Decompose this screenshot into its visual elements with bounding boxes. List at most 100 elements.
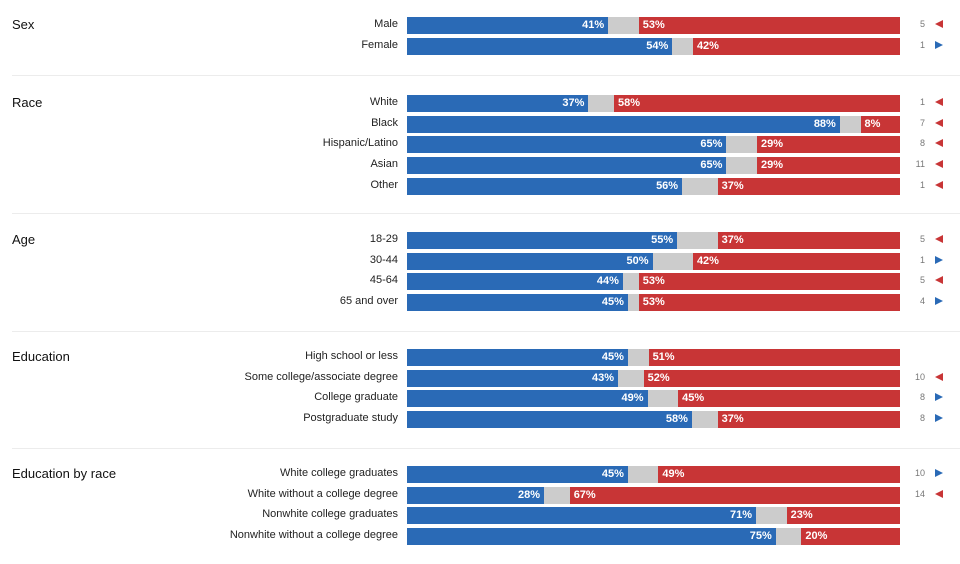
- bar-row: Nonwhite college graduates 71% 23%: [0, 507, 960, 525]
- rep-value-label: 37%: [721, 413, 744, 426]
- dem-value-label: 28%: [518, 488, 541, 501]
- shift-value: 11: [915, 159, 925, 170]
- stacked-bar: 56% 37%: [407, 177, 900, 195]
- stacked-bar: 50% 42%: [407, 252, 900, 270]
- rep-value-label: 67%: [573, 488, 596, 501]
- row-label: White: [369, 96, 398, 108]
- bar-segment-dem: [407, 177, 683, 195]
- triangle-right-icon: [935, 297, 943, 306]
- stacked-bar: 43% 52%: [407, 369, 900, 387]
- bar-segment-other: [683, 177, 717, 195]
- shift-value: 8: [919, 413, 925, 424]
- shift-value: 1: [919, 179, 925, 190]
- section-title: Race: [12, 95, 43, 110]
- bar-segment-rep: [717, 177, 900, 195]
- bar-segment-other: [628, 349, 648, 366]
- bar-segment-rep: [643, 369, 900, 387]
- bar-segment-dem: [407, 507, 757, 525]
- row-label: White without a college degree: [247, 487, 398, 500]
- shift-value: 8: [919, 392, 925, 403]
- dem-value-label: 49%: [621, 392, 644, 405]
- dem-value-label: 88%: [813, 117, 836, 130]
- bar-segment-dem: [407, 369, 618, 387]
- bar-segment-other: [673, 37, 692, 55]
- bar-row: 30-44 50% 42% 1: [0, 252, 960, 270]
- triangle-left-icon: [935, 276, 943, 285]
- row-label: 45-64: [369, 274, 398, 287]
- stacked-bar: 55% 37%: [407, 232, 900, 249]
- stacked-bar: 37% 58%: [407, 95, 900, 112]
- bar-segment-other: [653, 252, 692, 270]
- shift-value: 5: [919, 234, 925, 244]
- bar-segment-rep: [648, 349, 900, 366]
- bar-row: Asian 65% 29% 11: [0, 157, 960, 175]
- bar-row: Male 41% 53% 5: [0, 17, 960, 34]
- triangle-left-icon: [935, 372, 943, 381]
- shift-value: 7: [919, 117, 925, 128]
- shift-value: 1: [919, 254, 925, 265]
- triangle-left-icon: [935, 235, 943, 243]
- shift-value: 4: [919, 296, 925, 307]
- triangle-left-icon: [935, 139, 943, 148]
- rep-value-label: 8%: [864, 117, 881, 130]
- triangle-right-icon: [935, 414, 943, 423]
- stacked-bar: 49% 45%: [407, 390, 900, 408]
- dem-value-label: 65%: [700, 138, 723, 151]
- rep-value-label: 51%: [652, 351, 675, 363]
- bar-row: High school or less 45% 51%: [0, 349, 960, 366]
- bar-row: Black 88% 8% 7: [0, 115, 960, 133]
- section-divider: [12, 213, 960, 214]
- dem-value-label: 65%: [700, 159, 723, 172]
- shift-value: 1: [919, 39, 925, 50]
- dem-value-label: 56%: [656, 179, 679, 192]
- section-divider: [12, 331, 960, 332]
- triangle-left-icon: [935, 118, 943, 127]
- bar-segment-rep: [717, 232, 900, 249]
- bar-segment-other: [727, 157, 757, 175]
- bar-segment-dem: [407, 466, 628, 483]
- section-title: Age: [12, 232, 36, 247]
- shift-value: 1: [919, 97, 925, 107]
- row-label: 18-29: [369, 233, 398, 245]
- bar-segment-dem: [407, 136, 727, 154]
- row-label: Black: [371, 116, 398, 129]
- stacked-bar: 45% 49%: [407, 466, 900, 483]
- dem-value-label: 54%: [646, 39, 669, 52]
- rep-value-label: 42%: [696, 39, 719, 52]
- bar-segment-dem: [407, 349, 628, 366]
- bar-segment-other: [609, 17, 638, 34]
- triangle-left-icon: [935, 160, 943, 169]
- dem-value-label: 50%: [626, 254, 649, 267]
- section-divider: [12, 448, 960, 449]
- bar-segment-other: [757, 507, 786, 525]
- bar-segment-dem: [407, 390, 648, 408]
- triangle-right-icon: [935, 469, 943, 477]
- bar-row: White without a college degree 28% 67% 14: [0, 486, 960, 504]
- bar-segment-dem: [407, 528, 776, 546]
- rep-value-label: 52%: [647, 371, 670, 384]
- shift-value: 5: [919, 275, 925, 286]
- bar-segment-other: [623, 273, 638, 291]
- bar-row: Postgraduate study 58% 37% 8: [0, 411, 960, 429]
- rep-value-label: 42%: [696, 254, 719, 267]
- row-label: 65 and over: [339, 295, 398, 308]
- stacked-bar: 45% 51%: [407, 349, 900, 366]
- row-label: Other: [370, 178, 398, 191]
- bar-segment-other: [545, 486, 569, 504]
- bar-segment-rep: [638, 273, 900, 291]
- bar-segment-other: [840, 115, 860, 133]
- bar-row: Some college/associate degree 43% 52% 10: [0, 369, 960, 387]
- bar-row: Nonwhite without a college degree 75% 20%: [0, 528, 960, 546]
- stacked-bar: 44% 53%: [407, 273, 900, 291]
- bar-segment-other: [776, 528, 801, 546]
- bar-row: Female 54% 42% 1: [0, 37, 960, 55]
- rep-value-label: 20%: [805, 530, 828, 543]
- row-label: Male: [374, 18, 398, 30]
- row-label: Some college/associate degree: [244, 370, 398, 383]
- stacked-bar: 45% 53%: [407, 294, 900, 312]
- bar-segment-other: [678, 232, 717, 249]
- shift-value: 14: [914, 488, 925, 499]
- stacked-bar: 41% 53%: [407, 17, 900, 34]
- bar-segment-dem: [407, 273, 623, 291]
- bar-segment-dem: [407, 115, 840, 133]
